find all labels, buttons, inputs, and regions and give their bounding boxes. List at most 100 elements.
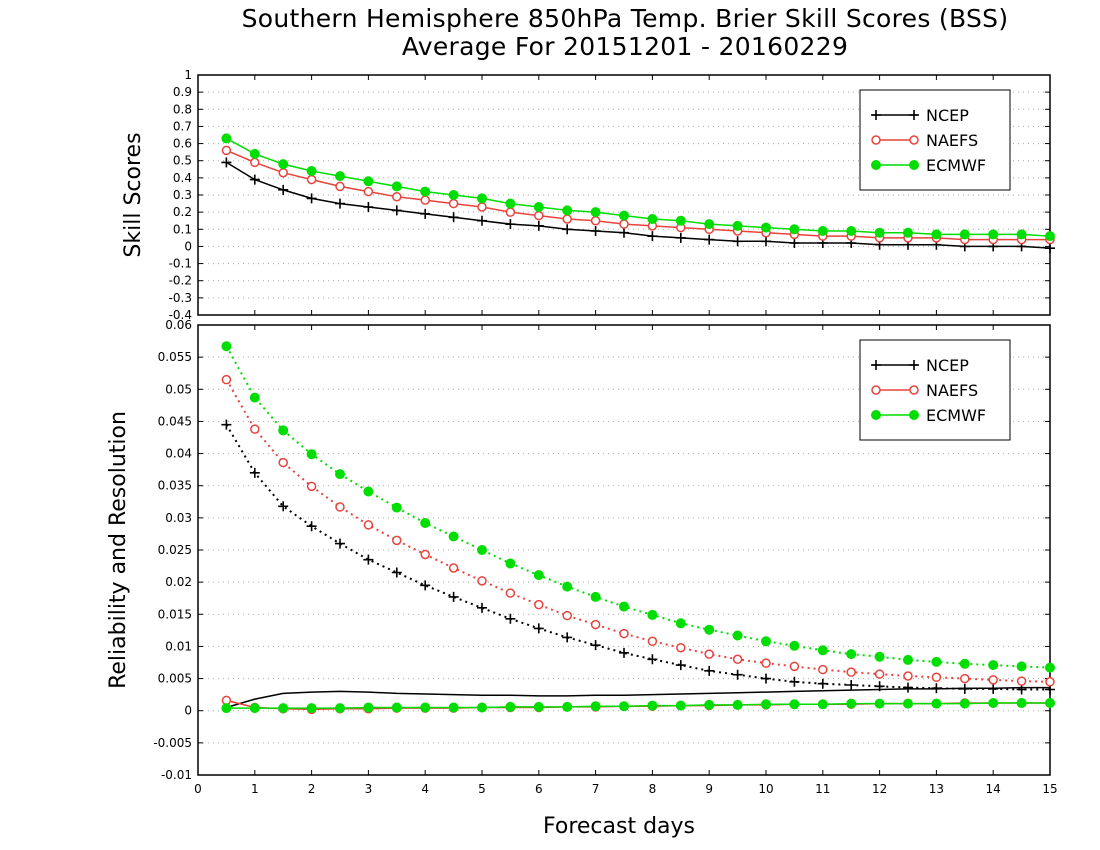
data-point-ecmwf xyxy=(477,545,487,555)
series-line-ncep xyxy=(225,424,1050,691)
data-point-ncep xyxy=(335,538,345,549)
data-point-ncep xyxy=(477,215,487,226)
data-point-ncep xyxy=(817,678,828,689)
data-point-ncep xyxy=(562,224,573,235)
y-tick-label: 0.2 xyxy=(173,205,192,219)
y-tick-label: -0.1 xyxy=(169,257,192,271)
data-point-naefs xyxy=(761,658,771,668)
data-point-ecmwf xyxy=(931,698,942,709)
data-point-ncep xyxy=(477,602,487,613)
data-point-ecmwf xyxy=(420,518,431,528)
y-tick-label: 0.03 xyxy=(165,511,192,525)
legend-marker xyxy=(871,110,881,120)
data-point-naefs xyxy=(335,181,345,192)
data-point-naefs xyxy=(676,642,686,653)
data-point-ecmwf xyxy=(959,229,970,240)
data-point-ecmwf xyxy=(817,226,828,236)
data-point-ecmwf xyxy=(846,698,857,709)
data-point-ecmwf xyxy=(846,226,857,236)
data-point-ncep xyxy=(278,184,289,195)
data-point-ncep xyxy=(1016,684,1027,695)
data-point-ecmwf xyxy=(619,701,629,712)
y-tick-label: 0.8 xyxy=(173,102,192,116)
data-point-ncep xyxy=(448,212,459,223)
data-point-ncep xyxy=(420,580,431,591)
y-tick-label: 0.005 xyxy=(158,672,192,686)
data-point-ecmwf xyxy=(391,702,402,713)
data-point-naefs xyxy=(846,667,856,677)
data-point-naefs xyxy=(619,219,629,229)
data-point-ecmwf xyxy=(335,703,345,714)
data-point-ecmwf xyxy=(704,219,715,230)
data-point-ecmwf xyxy=(988,698,999,708)
x-tick-label: 6 xyxy=(535,782,543,796)
y-tick-label: 0.055 xyxy=(158,350,192,364)
data-point-ecmwf xyxy=(420,702,431,713)
data-point-ecmwf xyxy=(249,148,260,159)
data-point-ecmwf xyxy=(903,654,913,665)
y-tick-label: 1 xyxy=(184,68,192,82)
data-point-ecmwf xyxy=(931,229,942,240)
y-tick-label: 0.9 xyxy=(173,85,192,99)
data-point-ecmwf xyxy=(363,486,374,497)
data-point-naefs xyxy=(477,202,487,212)
data-point-ecmwf xyxy=(448,531,459,542)
data-point-naefs xyxy=(931,672,942,683)
data-point-ecmwf xyxy=(761,222,771,233)
data-point-ecmwf xyxy=(278,159,289,170)
x-axis-label: Forecast days xyxy=(543,814,695,839)
y-tick-label: 0.1 xyxy=(173,222,192,236)
y-tick-label: 0.015 xyxy=(158,607,192,621)
data-point-ecmwf xyxy=(249,392,260,403)
data-point-ecmwf xyxy=(619,601,629,612)
y-tick-label: 0.4 xyxy=(173,171,192,185)
legend-label: ECMWF xyxy=(926,156,986,175)
data-point-ecmwf xyxy=(448,702,459,713)
series-line-naefs xyxy=(225,379,1051,683)
data-point-ecmwf xyxy=(562,701,573,712)
x-tick-label: 7 xyxy=(592,782,600,796)
legend-label: NCEP xyxy=(926,106,969,125)
y-tick-label: 0.035 xyxy=(158,479,192,493)
data-point-ecmwf xyxy=(391,502,402,513)
data-point-naefs xyxy=(221,145,232,156)
x-tick-label: 0 xyxy=(194,782,202,796)
data-point-ecmwf xyxy=(647,214,658,224)
plot-frame xyxy=(197,74,1051,316)
data-point-ncep xyxy=(391,567,402,578)
data-point-naefs xyxy=(562,610,572,621)
data-point-ecmwf xyxy=(590,591,601,602)
data-point-naefs xyxy=(1045,677,1055,687)
y-tick-label: 0.045 xyxy=(158,414,192,428)
data-point-naefs xyxy=(221,374,232,385)
data-point-ncep xyxy=(704,234,715,245)
data-point-naefs xyxy=(448,198,459,209)
y-tick-label: 0.01 xyxy=(165,639,192,653)
data-point-ncep xyxy=(619,227,629,238)
data-point-ecmwf xyxy=(533,570,544,581)
data-point-ecmwf xyxy=(619,210,629,221)
legend-marker xyxy=(909,160,919,170)
data-point-ecmwf xyxy=(903,698,913,709)
data-point-ecmwf xyxy=(1016,661,1027,672)
data-point-naefs xyxy=(392,535,402,546)
data-point-naefs xyxy=(278,167,288,178)
data-point-naefs xyxy=(250,424,260,434)
data-point-naefs xyxy=(306,481,317,492)
data-point-naefs xyxy=(420,549,430,560)
y-tick-label: -0.01 xyxy=(161,768,192,782)
y-tick-label: 0.025 xyxy=(158,543,192,557)
series-line-ecmwf xyxy=(226,702,1050,709)
legend-marker xyxy=(871,360,881,370)
data-point-naefs xyxy=(562,214,572,224)
data-point-ecmwf xyxy=(505,198,516,209)
data-point-ecmwf xyxy=(533,202,544,212)
data-point-ecmwf xyxy=(1045,698,1055,708)
x-tick-label: 2 xyxy=(308,782,316,796)
data-point-naefs xyxy=(278,457,288,468)
y-tick-label: 0.6 xyxy=(173,137,192,151)
data-point-naefs xyxy=(477,576,487,586)
data-point-naefs xyxy=(335,502,345,512)
legend-marker xyxy=(909,135,919,145)
